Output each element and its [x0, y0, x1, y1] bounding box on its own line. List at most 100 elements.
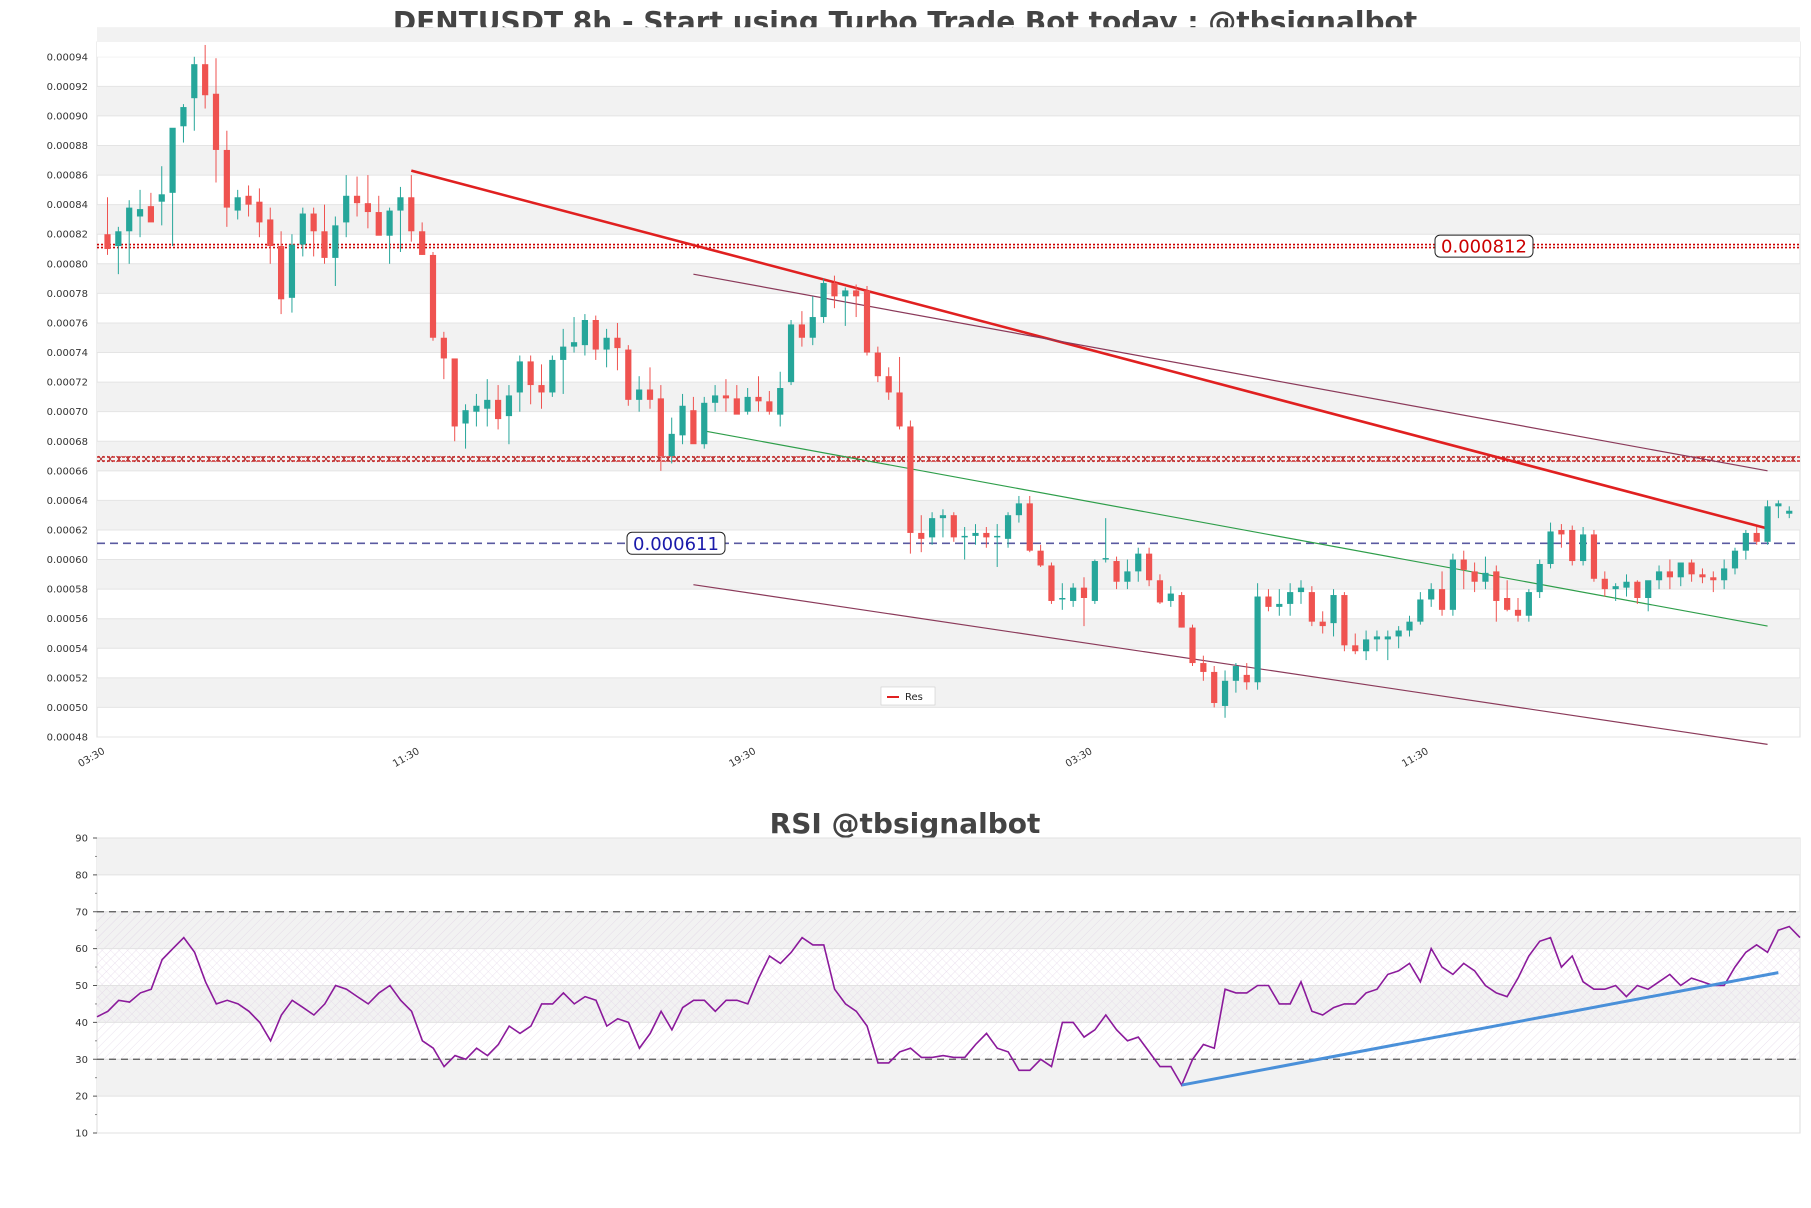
x-marker	[422, 455, 428, 463]
candle-body	[212, 93, 220, 150]
grid-band	[97, 677, 1800, 708]
x-marker	[413, 455, 419, 463]
x-marker	[143, 455, 149, 463]
x-tick-label: 19:30	[728, 746, 758, 770]
candle-body	[1710, 577, 1717, 581]
candle-body	[1536, 563, 1543, 593]
x-marker	[1637, 455, 1643, 463]
x-marker	[1223, 455, 1229, 463]
x-marker	[359, 455, 365, 463]
y-tick-label: 0.00094	[47, 52, 88, 63]
x-marker	[1088, 455, 1094, 463]
x-marker	[305, 455, 311, 463]
x-marker	[521, 455, 527, 463]
x-marker	[485, 455, 491, 463]
y-tick-label: 0.00054	[47, 644, 88, 655]
rsi-y-tick-label: 30	[75, 1055, 88, 1066]
candle-body	[581, 320, 588, 346]
x-tick-label: 11:30	[391, 746, 421, 770]
candle-body	[625, 349, 632, 400]
candle-body	[1384, 636, 1391, 640]
level-label-box	[626, 531, 726, 555]
y-tick-label: 0.00050	[47, 703, 88, 714]
candle-body	[495, 399, 502, 420]
x-marker	[1106, 455, 1112, 463]
x-marker	[431, 455, 437, 463]
candle-body	[375, 212, 382, 236]
x-marker	[449, 455, 455, 463]
candle-body	[1449, 559, 1456, 610]
x-marker	[1241, 455, 1247, 463]
candle-body	[343, 195, 350, 223]
x-marker	[1052, 455, 1058, 463]
candle-body	[1243, 674, 1250, 683]
candle-body	[874, 352, 881, 377]
candle-body	[1514, 609, 1522, 616]
candle-body	[1504, 598, 1511, 610]
grid-band	[97, 441, 1800, 471]
candle-body	[1406, 621, 1413, 631]
x-marker	[1790, 455, 1796, 463]
x-marker	[800, 455, 806, 463]
x-marker	[1376, 455, 1382, 463]
x-marker	[440, 455, 446, 463]
candle-body	[636, 389, 643, 400]
candle-body	[321, 231, 328, 258]
x-tick-label: 03:30	[1064, 746, 1094, 770]
x-marker	[647, 455, 653, 463]
candle-body	[939, 515, 947, 519]
x-marker	[1529, 455, 1535, 463]
candle-body	[169, 127, 176, 193]
candle-body	[1330, 595, 1337, 624]
candle-body	[1080, 587, 1088, 598]
x-marker	[98, 455, 104, 463]
candle-body	[267, 219, 274, 247]
x-marker	[1673, 455, 1679, 463]
y-tick-label: 0.00076	[47, 318, 88, 329]
x-marker	[1187, 455, 1193, 463]
candle-body	[1265, 596, 1272, 607]
x-marker	[476, 455, 482, 463]
x-marker	[575, 455, 581, 463]
rsi-y-tick-label: 70	[75, 907, 88, 918]
y-tick-label: 0.00052	[47, 673, 88, 684]
x-marker	[1205, 455, 1211, 463]
candle-body	[408, 197, 415, 232]
rsi-chart-title: RSI @tbsignalbot	[770, 807, 1041, 840]
candle-body	[1753, 532, 1760, 542]
candle-body	[1569, 529, 1576, 562]
x-marker	[1547, 455, 1553, 463]
candle-body	[1428, 589, 1435, 600]
x-marker	[566, 455, 572, 463]
x-marker	[494, 455, 500, 463]
x-marker	[1259, 455, 1265, 463]
candle-body	[1688, 562, 1695, 575]
candle-body	[831, 283, 838, 297]
candle-body	[560, 346, 567, 360]
x-marker	[1178, 455, 1184, 463]
x-marker	[1043, 455, 1049, 463]
y-tick-label: 0.00072	[47, 378, 88, 389]
candle-body	[1634, 581, 1641, 598]
x-marker	[1349, 455, 1355, 463]
candle-body	[353, 195, 361, 204]
candle-body	[1525, 592, 1532, 616]
candle-body	[961, 535, 968, 538]
x-marker	[269, 455, 275, 463]
x-marker	[728, 455, 734, 463]
rsi-y-tick-label: 40	[75, 1018, 88, 1029]
trendline	[693, 584, 1768, 745]
x-marker	[116, 455, 122, 463]
grid-band	[97, 500, 1800, 530]
x-marker	[1322, 455, 1328, 463]
candle-body	[1352, 645, 1359, 652]
grid-band	[97, 382, 1800, 412]
x-marker	[1394, 455, 1400, 463]
x-marker	[224, 455, 230, 463]
y-tick-label: 0.00090	[47, 111, 88, 122]
candle-body	[245, 195, 252, 205]
x-marker	[1682, 455, 1688, 463]
x-marker	[134, 455, 140, 463]
candle-body	[1276, 603, 1283, 607]
candle-body	[1004, 515, 1012, 539]
